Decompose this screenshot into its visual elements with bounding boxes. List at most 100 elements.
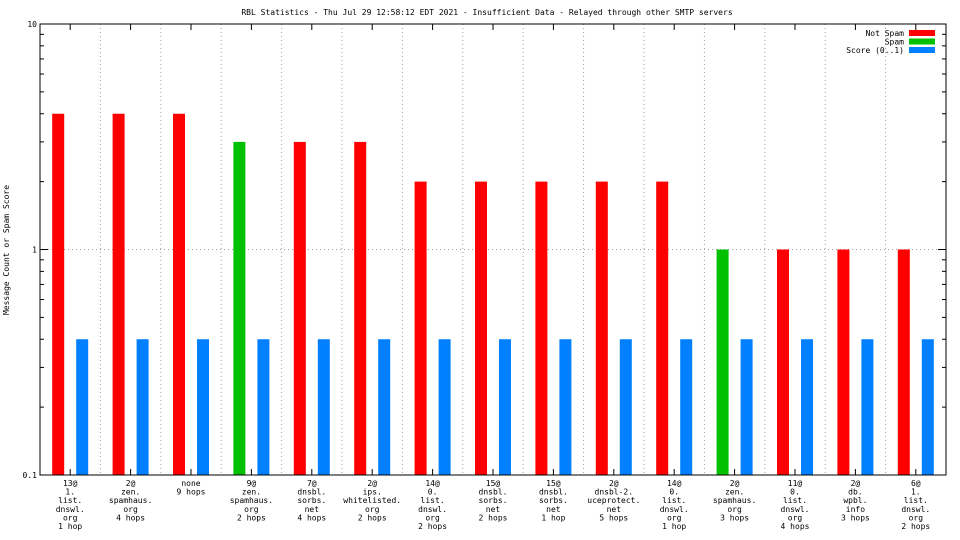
- x-category-label-line: 4 hops: [297, 513, 326, 522]
- bar-score: [197, 339, 209, 475]
- legend-label: Score (0..1): [846, 46, 904, 55]
- x-category-label-line: 0.: [790, 488, 800, 497]
- bar-not-spam: [777, 249, 789, 475]
- bar-score: [438, 339, 451, 475]
- legend-swatch: [909, 30, 935, 36]
- x-category-label-line: spamhaus.: [230, 496, 273, 505]
- x-category-label-line: 9@: [247, 479, 257, 488]
- x-category-label-line: dnsbl-2.: [595, 488, 634, 497]
- x-category-label-line: 15@: [546, 479, 561, 488]
- bar-not-spam: [112, 113, 125, 475]
- x-category-label-line: org: [123, 505, 138, 514]
- bar-score: [559, 339, 572, 475]
- bar-not-spam: [595, 181, 608, 475]
- x-category-label-line: uceprotect.: [587, 496, 640, 505]
- x-category-label-line: net: [305, 505, 320, 514]
- x-category-label-line: 4 hops: [116, 513, 145, 522]
- x-category-label-line: dnsbl.: [297, 488, 326, 497]
- x-category-label-line: net: [546, 505, 561, 514]
- x-category-label-line: dnsbl.: [479, 488, 508, 497]
- x-category-label: 13@ 1. list. dnswl. org 1 hop: [56, 479, 85, 531]
- bar-score: [317, 339, 330, 475]
- x-category-label-line: dnswl.: [781, 505, 810, 514]
- x-category-label-line: list.: [421, 496, 445, 505]
- x-category-label-line: 4 hops: [781, 522, 810, 531]
- x-category-label-line: org: [63, 513, 78, 522]
- x-category-label: 2@ ips. whitelisted. org 2 hops: [343, 479, 401, 522]
- bar-score: [499, 339, 511, 475]
- x-category-label: 11@ 0. list. dnswl. org 4 hops: [781, 479, 810, 531]
- bar-score: [680, 339, 693, 475]
- x-category-label: 2@ zen. spamhaus. org 4 hops: [109, 479, 152, 522]
- x-category-label-line: 2@: [609, 479, 619, 488]
- legend-swatch: [909, 47, 935, 53]
- bar-not-spam: [293, 141, 306, 475]
- bar-score: [740, 339, 753, 475]
- x-category-label-line: 7@: [307, 479, 317, 488]
- bar-not-spam: [173, 113, 185, 475]
- x-category-label-line: org: [727, 505, 742, 514]
- x-category-label-line: 2 hops: [418, 522, 447, 531]
- x-category-label-line: 1 hop: [58, 522, 82, 531]
- grid-lines: [40, 24, 946, 475]
- x-category-label-line: 15@: [486, 479, 501, 488]
- bar-score: [378, 339, 391, 475]
- bar-score: [257, 339, 270, 475]
- x-category-label-line: org: [788, 513, 803, 522]
- x-category-label-line: info: [846, 505, 865, 514]
- x-category-label-line: net: [486, 505, 501, 514]
- x-category-label-line: 11@: [788, 479, 803, 488]
- x-category-label: 2@ db. wpbl. info 3 hops: [841, 479, 870, 522]
- x-category-label-line: 5 hops: [599, 513, 628, 522]
- y-tick-label: 0.1: [23, 471, 38, 480]
- legend-label: Spam: [885, 38, 904, 47]
- bar-not-spam: [897, 249, 910, 475]
- bar-not-spam: [52, 113, 65, 475]
- x-category-label-line: sorbs.: [297, 496, 326, 505]
- x-category-label-line: wpbl.: [843, 496, 867, 505]
- x-category-label-line: org: [667, 513, 682, 522]
- x-category-label-line: dnswl.: [56, 505, 85, 514]
- bar-not-spam: [414, 181, 427, 475]
- x-category-label-line: org: [909, 513, 924, 522]
- x-category-label-line: none: [181, 479, 200, 488]
- bar-not-spam: [837, 249, 850, 475]
- x-category-label-line: org: [365, 505, 380, 514]
- x-category-label-line: 2@: [367, 479, 377, 488]
- x-category-label: 2@ zen. spamhaus. org 3 hops: [713, 479, 756, 522]
- x-category-label-line: 2 hops: [358, 513, 387, 522]
- x-category-label-line: net: [607, 505, 622, 514]
- bar-score: [619, 339, 632, 475]
- x-category-label-line: zen.: [121, 488, 140, 497]
- bar-spam: [233, 141, 246, 475]
- x-category-label-line: db.: [848, 488, 862, 497]
- bar-not-spam: [656, 181, 669, 475]
- x-category-label: 14@ 0. list. dnswl. org 1 hop: [660, 479, 689, 531]
- bar-not-spam: [354, 141, 367, 475]
- bars-layer: [52, 113, 934, 475]
- x-category-label-line: zen.: [725, 488, 744, 497]
- x-category-label-line: ips.: [363, 488, 382, 497]
- bar-not-spam: [475, 181, 487, 475]
- x-category-label-line: org: [244, 505, 259, 514]
- x-category-label-line: sorbs.: [539, 496, 568, 505]
- bar-score: [136, 339, 149, 475]
- chart-title: RBL Statistics - Thu Jul 29 12:58:12 EDT…: [241, 8, 732, 17]
- bar-score: [921, 339, 934, 475]
- x-category-label-line: org: [425, 513, 440, 522]
- x-category-label-line: 2 hops: [901, 522, 930, 531]
- bar-score: [861, 339, 874, 475]
- x-category-label-line: dnswl.: [418, 505, 447, 514]
- x-category-label-line: 1.: [65, 488, 75, 497]
- x-category-label-line: 1 hop: [541, 513, 565, 522]
- x-category-label-line: 2@: [851, 479, 861, 488]
- x-category-label-line: whitelisted.: [343, 496, 401, 505]
- bar-not-spam: [535, 181, 548, 475]
- bar-score: [801, 339, 813, 475]
- x-category-label-line: 6@: [911, 479, 921, 488]
- x-category-label-line: list.: [662, 496, 686, 505]
- y-tick-label: 10: [27, 20, 37, 29]
- x-category-label-line: 3 hops: [841, 513, 870, 522]
